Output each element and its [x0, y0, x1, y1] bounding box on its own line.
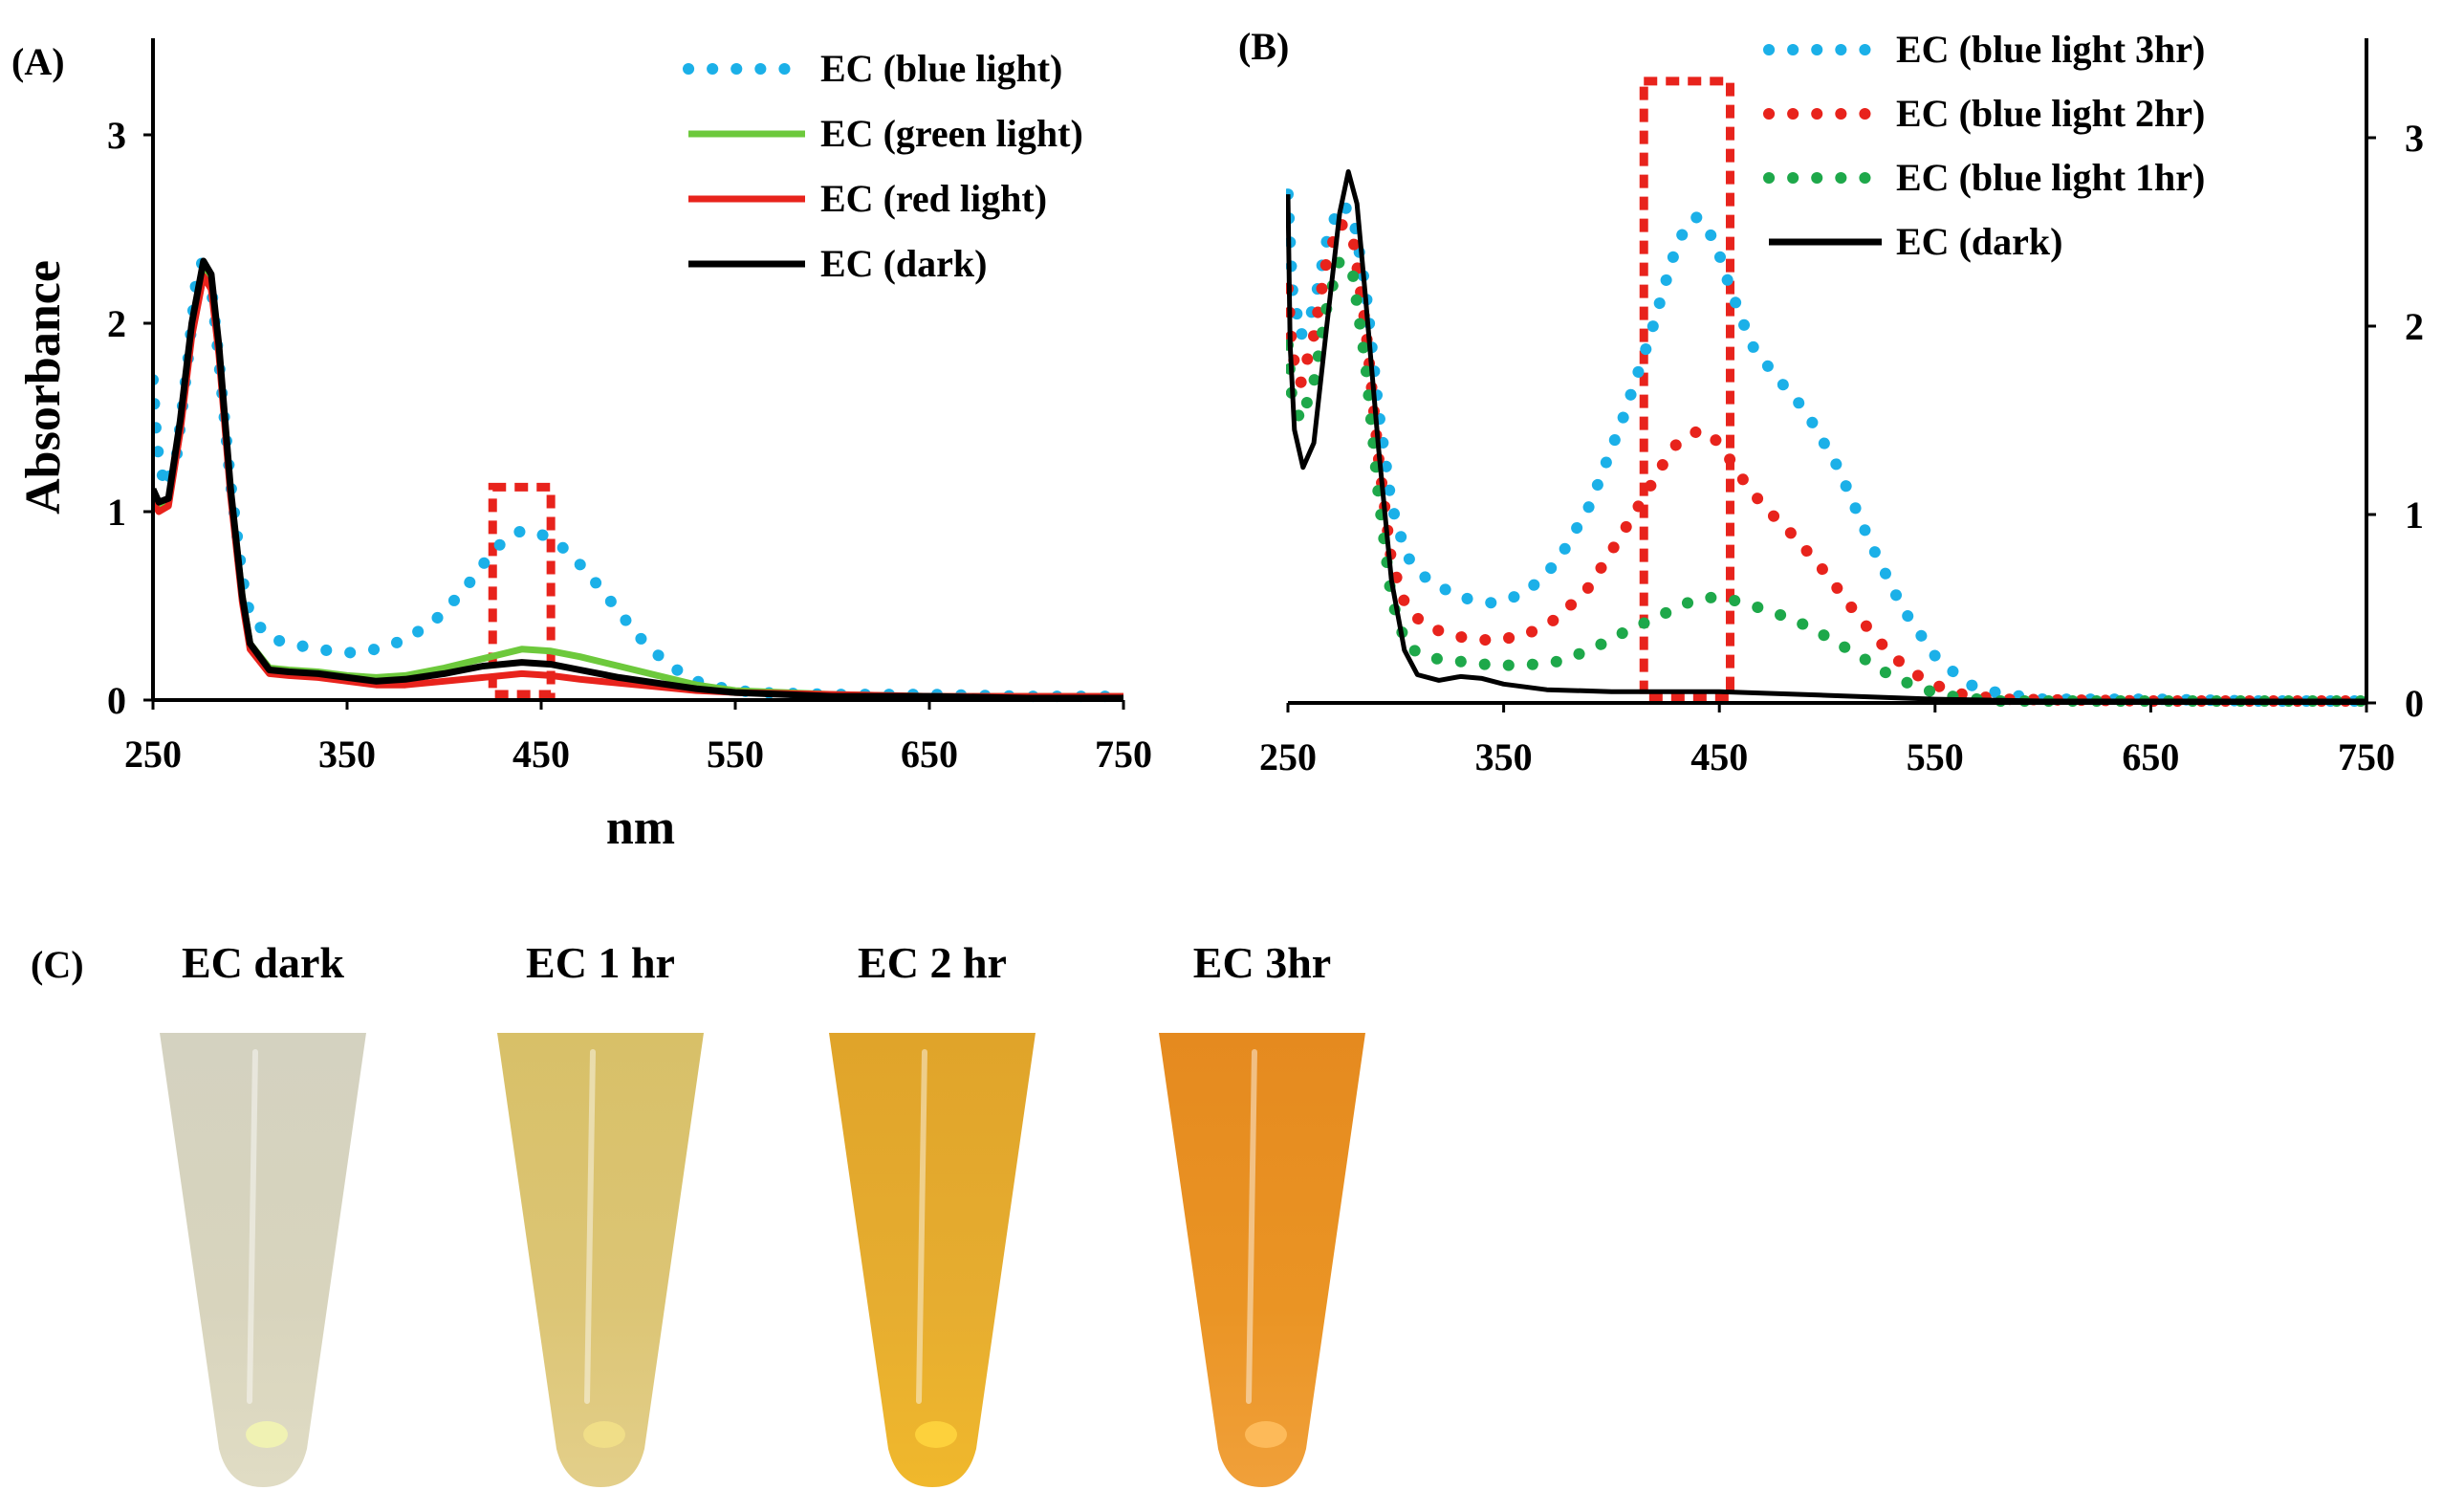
x-tick-label: 450	[512, 733, 570, 776]
y-tick-label: 0	[107, 679, 126, 722]
y-tick-label: 0	[2405, 682, 2424, 725]
y-ticks: 0 1 2 3	[107, 114, 153, 722]
y-tick-label: 1	[107, 491, 126, 534]
y-axis-title: Absorbance	[16, 260, 71, 515]
legend-label: EC (blue light 3hr)	[1896, 28, 2205, 71]
legend-label: EC (blue light 1hr)	[1896, 156, 2205, 199]
legend: EC (blue light) EC (green light) EC (red l…	[683, 47, 1083, 285]
series-line-2	[153, 273, 1123, 700]
tube: EC 3hr	[1159, 938, 1365, 1487]
legend-label: EC (blue light)	[820, 47, 1062, 90]
tube-reflection	[916, 1049, 927, 1404]
tube-reflection	[247, 1049, 258, 1404]
tube-photo-panel: (C) EC dark EC 1 hr EC 2 hr EC 3hr	[31, 938, 1365, 1487]
x-tick-label: 450	[1690, 735, 1748, 778]
tube-body	[1159, 1033, 1365, 1487]
legend-label: EC (dark)	[820, 242, 987, 285]
legend-label: EC (green light)	[820, 112, 1083, 155]
x-ticks: 250 350 450 550 650 750	[1259, 703, 2395, 778]
tube-label: EC 2 hr	[858, 938, 1007, 987]
x-axis-title: nm	[606, 800, 675, 855]
x-tick-label: 350	[1475, 735, 1533, 778]
y-tick-label: 2	[2405, 305, 2424, 348]
series-line-0	[1286, 188, 2366, 707]
highlight-rect	[488, 482, 556, 699]
tube-glow	[246, 1421, 288, 1448]
legend-label: EC (red light)	[820, 177, 1047, 220]
series-line-1	[1286, 216, 2366, 707]
tube-reflection	[584, 1049, 596, 1404]
tube-glow	[583, 1421, 625, 1448]
series-line-3	[1286, 169, 2366, 704]
y-tick-label: 1	[2405, 493, 2424, 537]
x-tick-label: 750	[2338, 735, 2395, 778]
highlight-box	[488, 482, 556, 699]
panel-b-label: (B)	[1238, 25, 1289, 68]
y-tick-label: 2	[107, 302, 126, 345]
series-group	[1286, 169, 2366, 707]
x-tick-label: 550	[707, 733, 764, 776]
series-group	[153, 252, 1128, 703]
tube-glow	[915, 1421, 957, 1448]
tube-glow	[1245, 1421, 1287, 1448]
tube-label: EC 3hr	[1193, 938, 1331, 987]
legend: EC (blue light 3hr) EC (blue light 2hr) EC…	[1763, 28, 2205, 263]
x-tick-label: 250	[124, 733, 182, 776]
series-line-0	[153, 252, 1128, 703]
x-ticks: 250 350 450 550 650 750	[124, 700, 1152, 776]
x-tick-label: 550	[1907, 735, 1964, 778]
series-line-2	[1286, 254, 2366, 707]
x-tick-label: 650	[2122, 735, 2179, 778]
legend-label: EC (blue light 2hr)	[1896, 92, 2205, 135]
panel-a-label: (A)	[11, 40, 65, 83]
series-line-3	[153, 257, 1123, 702]
panel-c-label: (C)	[31, 943, 84, 986]
chart-panel-a: (A) 0 1 2 3 250 350 450 550 650 750 Absorbance n…	[11, 38, 1152, 855]
tube: EC 2 hr	[829, 938, 1036, 1487]
series-line-1	[153, 269, 1123, 700]
x-tick-label: 350	[318, 733, 376, 776]
tube: EC 1 hr	[497, 938, 704, 1487]
x-tick-label: 750	[1095, 733, 1152, 776]
y-tick-label: 3	[2405, 117, 2424, 160]
y-tick-label: 3	[107, 114, 126, 157]
tube-label: EC dark	[182, 938, 344, 987]
y-ticks: 0 1 2 3	[2366, 117, 2424, 725]
tube: EC dark	[160, 938, 366, 1487]
x-tick-label: 650	[901, 733, 958, 776]
legend-label: EC (dark)	[1896, 220, 2062, 263]
x-tick-label: 250	[1259, 735, 1317, 778]
tube-body	[829, 1033, 1036, 1487]
tube-body	[497, 1033, 704, 1487]
chart-panel-b: (B) 0 1 2 3 250 350 450 550 650 750 EC (blue lig…	[1238, 25, 2424, 778]
tube-reflection	[1246, 1049, 1257, 1404]
tube-body	[160, 1033, 366, 1487]
tube-label: EC 1 hr	[526, 938, 675, 987]
